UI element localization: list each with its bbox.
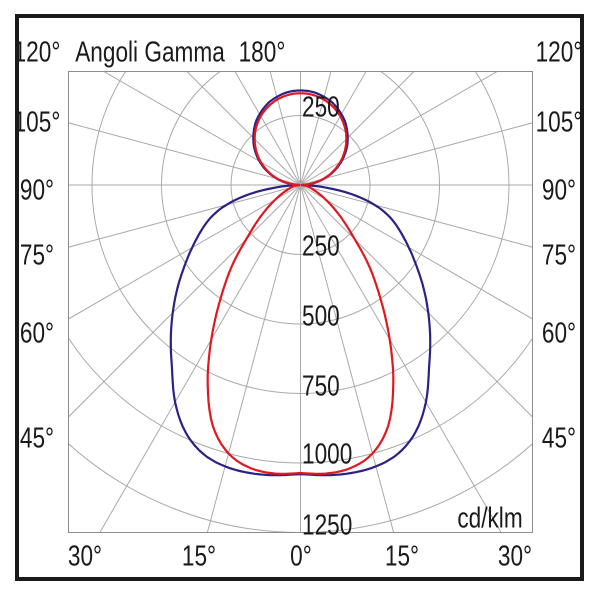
outer-frame <box>15 14 584 581</box>
gamma-label-left-105: 105° <box>13 106 61 139</box>
polar-chart <box>68 71 533 533</box>
gamma-label-bottom-30L: 30° <box>67 540 103 573</box>
gamma-label-right-120: 120° <box>535 36 583 69</box>
ring-value-label-upper-250: 250 <box>302 91 340 124</box>
top-gamma-label-180: 180° <box>238 36 286 69</box>
unit-label: cd/klm <box>457 502 523 535</box>
ring-value-label-1250: 1250 <box>302 509 353 542</box>
ring-value-label-500: 500 <box>302 300 340 333</box>
gamma-label-left-120: 120° <box>13 36 61 69</box>
gamma-label-bottom-0: 0° <box>290 540 312 573</box>
gamma-label-left-90: 90° <box>19 174 55 207</box>
gamma-label-right-60: 60° <box>541 317 577 350</box>
gamma-label-left-60: 60° <box>19 317 55 350</box>
ring-value-label-250: 250 <box>302 230 340 263</box>
gamma-label-left-75: 75° <box>19 239 55 272</box>
gamma-label-right-45: 45° <box>541 422 577 455</box>
gamma-label-bottom-15L: 15° <box>181 540 217 573</box>
gamma-label-right-105: 105° <box>535 106 583 139</box>
gamma-label-bottom-30R: 30° <box>497 540 533 573</box>
curve-red-path <box>206 92 395 475</box>
gamma-label-right-90: 90° <box>541 174 577 207</box>
ring-value-label-1000: 1000 <box>302 438 353 471</box>
chart-title: Angoli Gamma <box>75 36 225 69</box>
gamma-label-bottom-15R: 15° <box>384 540 420 573</box>
ring-value-label-750: 750 <box>302 370 340 403</box>
plot-area-border <box>68 71 533 533</box>
gamma-label-right-75: 75° <box>541 239 577 272</box>
gamma-label-left-45: 45° <box>19 422 55 455</box>
polar-grid <box>68 71 533 533</box>
